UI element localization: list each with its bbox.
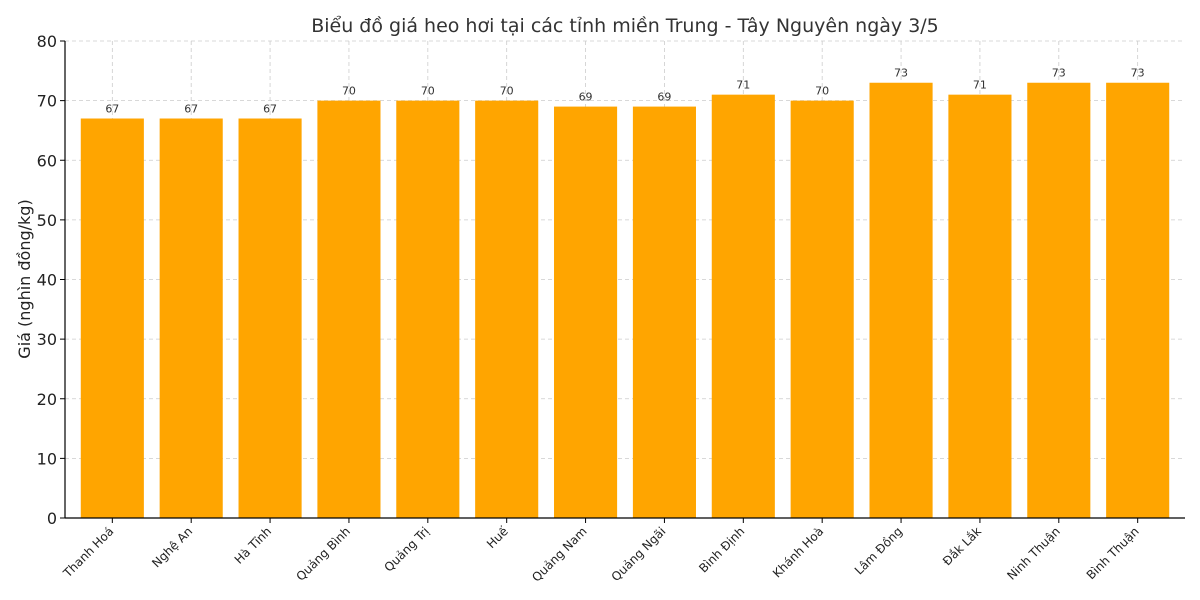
bar [869, 82, 933, 519]
x-tick-label: Quảng Ngãi [609, 524, 669, 584]
data-label: 70 [815, 85, 829, 98]
y-tick-label: 50 [37, 211, 57, 230]
data-label: 67 [263, 103, 277, 116]
bar [396, 100, 460, 518]
x-tick-label: Thanh Hoá [60, 524, 117, 581]
axes [60, 40, 1185, 523]
y-tick-label: 10 [37, 449, 57, 468]
bar [790, 100, 854, 518]
x-tick-label: Đắk Lắk [940, 524, 984, 568]
bar [948, 94, 1012, 518]
x-tick-label: Bình Định [696, 524, 747, 575]
bar [711, 94, 775, 518]
bar [554, 106, 618, 519]
bar [1106, 82, 1170, 519]
data-label: 67 [105, 103, 119, 116]
y-tick-label: 20 [37, 390, 57, 409]
x-tick-label: Nghệ An [149, 524, 195, 570]
data-label: 67 [184, 103, 198, 116]
x-tick-label: Quảng Trị [382, 524, 432, 574]
bar [159, 118, 223, 518]
y-tick-label: 80 [37, 32, 57, 51]
x-tick-label: Quảng Nam [529, 524, 589, 584]
x-tick-label: Hà Tĩnh [232, 524, 274, 566]
data-label: 70 [342, 85, 356, 98]
x-tick-label: Lâm Đồng [852, 524, 905, 577]
bars [80, 82, 1170, 519]
y-tick-label: 0 [47, 509, 57, 528]
data-label: 73 [894, 67, 908, 80]
data-label: 70 [421, 85, 435, 98]
y-axis-label: Giá (nghìn đồng/kg) [15, 199, 34, 358]
x-tick-label: Quảng Bình [294, 524, 354, 584]
bar [1027, 82, 1091, 519]
x-tick-label: Ninh Thuận [1004, 524, 1063, 583]
data-label: 73 [1131, 67, 1145, 80]
bar [475, 100, 539, 518]
data-label: 69 [657, 91, 671, 104]
data-label: 71 [973, 79, 987, 92]
y-tick-label: 60 [37, 151, 57, 170]
bar [632, 106, 696, 519]
x-tick-label: Khánh Hoà [770, 524, 826, 580]
bar [317, 100, 381, 518]
x-tick-label: Huế [484, 524, 511, 551]
y-tick-label: 40 [37, 271, 57, 290]
bar [80, 118, 144, 518]
bar [238, 118, 302, 518]
data-label: 71 [736, 79, 750, 92]
data-label: 70 [500, 85, 514, 98]
x-tick-label: Bình Thuận [1084, 524, 1142, 582]
y-tick-label: 70 [37, 92, 57, 111]
grid [65, 40, 1185, 518]
chart-title: Biểu đồ giá heo hơi tại các tỉnh miền Tr… [311, 15, 939, 37]
y-tick-label: 30 [37, 330, 57, 349]
data-label: 69 [579, 91, 593, 104]
data-label: 73 [1052, 67, 1066, 80]
